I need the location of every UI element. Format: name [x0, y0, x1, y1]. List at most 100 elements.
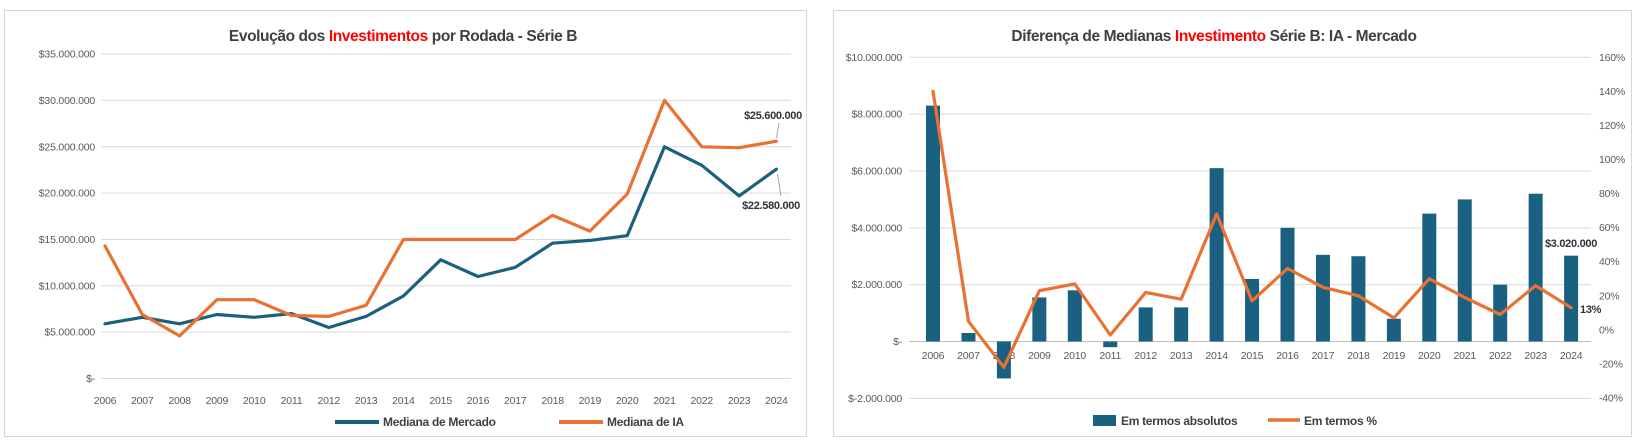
leader-line — [776, 122, 780, 139]
bar-2016 — [1280, 227, 1295, 342]
chart-panel-diferenca-medianas: $-2.000.000 $- $2.000.000 $4.000.000 $6.000.… — [833, 10, 1632, 437]
x-axis-tick-label: 2016 — [1276, 350, 1299, 362]
right-axis-tick-label: 100% — [1599, 154, 1625, 166]
x-axis-tick-label: 2010 — [1064, 350, 1087, 362]
chart-title: Evolução dos Investimentos por Rodada - … — [229, 28, 577, 45]
legend-label-percent: Em termos % — [1304, 414, 1377, 428]
x-axis-tick-label: 2023 — [728, 395, 751, 407]
line-chart-evolucao-investimentos: $- $5.000.000 $10.000.000 $15.000.000 $20.00… — [39, 28, 803, 429]
x-axis-tick-label: 2019 — [579, 395, 602, 407]
x-axis-tick-label: 2013 — [1170, 350, 1193, 362]
x-axis-tick-label: 2012 — [1134, 350, 1157, 362]
x-axis-tick-label: 2024 — [765, 395, 788, 407]
y-axis-tick-label: $35.000.000 — [39, 49, 96, 61]
y-axis-tick-label: $15.000.000 — [39, 234, 96, 246]
bar-2017 — [1315, 254, 1330, 342]
x-axis-tick-label: 2015 — [429, 395, 452, 407]
data-label-ia-2024: $25.600.000 — [744, 110, 802, 122]
right-axis-tick-label: -20% — [1599, 358, 1623, 370]
data-label-mercado-2024: $22.580.000 — [742, 200, 800, 212]
bar-2010 — [1067, 290, 1082, 342]
series-line-mercado — [103, 145, 779, 330]
bar-2019 — [1386, 318, 1401, 342]
legend-label-mercado: Mediana de Mercado — [383, 415, 496, 429]
x-axis-tick-label: 2014 — [392, 395, 415, 407]
x-axis-tick-label: 2013 — [355, 395, 378, 407]
x-axis-tick-label: 2006 — [94, 395, 117, 407]
x-axis-tick-label: 2021 — [1453, 350, 1476, 362]
right-axis-tick-label: 160% — [1599, 52, 1625, 64]
bar-2023 — [1528, 193, 1543, 342]
x-axis-tick-label: 2018 — [1347, 350, 1370, 362]
x-axis-tick-label: 2011 — [281, 395, 303, 407]
bar-2014 — [1209, 168, 1224, 342]
y-axis-tick-label: $- — [86, 373, 96, 385]
right-axis-tick-label: -40% — [1599, 393, 1623, 405]
bar-2007 — [961, 332, 976, 342]
x-axis-tick-label: 2014 — [1205, 350, 1228, 362]
x-axis-tick-label: 2021 — [653, 395, 676, 407]
series-line-ia — [103, 98, 779, 338]
x-axis-tick-label: 2006 — [922, 350, 945, 362]
y-axis-tick-label: $10.000.000 — [39, 280, 96, 292]
combo-chart-diferenca-medianas: $-2.000.000 $- $2.000.000 $4.000.000 $6.000.… — [846, 28, 1625, 428]
y-axis-tick-label: $25.000.000 — [39, 141, 96, 153]
left-axis-tick-label: $10.000.000 — [846, 52, 903, 64]
x-axis-tick-label: 2007 — [957, 350, 980, 362]
right-axis-tick-label: 80% — [1599, 188, 1619, 200]
right-axis-tick-label: 120% — [1599, 120, 1625, 132]
x-axis-tick-label: 2022 — [691, 395, 714, 407]
right-axis-tick-label: 20% — [1599, 290, 1619, 302]
x-axis-tick-label: 2018 — [541, 395, 564, 407]
x-axis-tick-label: 2024 — [1560, 350, 1583, 362]
bar-2021 — [1457, 199, 1472, 342]
left-axis-tick-label: $4.000.000 — [851, 222, 902, 234]
bar-2024 — [1564, 255, 1579, 342]
x-axis-tick-label: 2019 — [1383, 350, 1406, 362]
right-axis-tick-label: 0% — [1599, 324, 1614, 336]
legend-swatch-absolutos — [1093, 415, 1116, 426]
x-axis-tick-label: 2017 — [504, 395, 527, 407]
x-axis-tick-label: 2009 — [206, 395, 229, 407]
right-axis-tick-label: 140% — [1599, 86, 1625, 98]
x-axis-tick-label: 2023 — [1524, 350, 1547, 362]
bar-2006 — [926, 105, 940, 342]
left-axis-tick-label: $6.000.000 — [851, 165, 902, 177]
x-axis-tick-label: 2022 — [1489, 350, 1512, 362]
left-axis-tick-label: $2.000.000 — [851, 279, 902, 291]
bar-2013 — [1174, 307, 1189, 342]
leader-line — [777, 173, 782, 197]
x-axis-tick-label: 2008 — [168, 395, 191, 407]
bar-2011 — [1103, 341, 1118, 348]
left-axis-tick-label: $-2.000.000 — [848, 393, 902, 405]
x-axis-tick-label: 2007 — [131, 395, 154, 407]
x-axis-tick-label: 2012 — [318, 395, 341, 407]
data-label-line-2024: 13% — [1580, 304, 1602, 316]
bar-2009 — [1032, 297, 1047, 342]
chart-title: Diferença de Medianas Investimento Série… — [1011, 28, 1416, 45]
x-axis-tick-label: 2010 — [243, 395, 266, 407]
left-axis-tick-label: $8.000.000 — [851, 109, 902, 121]
x-axis-tick-label: 2009 — [1028, 350, 1051, 362]
legend-label-absolutos: Em termos absolutos — [1121, 414, 1238, 428]
x-axis-tick-label: 2020 — [616, 395, 639, 407]
data-label-bar-2024: $3.020.000 — [1545, 238, 1597, 250]
y-axis-tick-label: $30.000.000 — [39, 95, 96, 107]
x-axis-tick-label: 2016 — [467, 395, 490, 407]
percent-line — [931, 89, 1573, 369]
y-axis-tick-label: $20.000.000 — [39, 188, 96, 200]
bar-2012 — [1138, 307, 1153, 342]
bar-2008 — [996, 341, 1011, 379]
x-axis-tick-label: 2020 — [1418, 350, 1441, 362]
x-axis-tick-label: 2015 — [1241, 350, 1264, 362]
bar-2018 — [1351, 256, 1366, 342]
right-axis-tick-label: 40% — [1599, 256, 1619, 268]
x-axis-tick-label: 2017 — [1312, 350, 1335, 362]
right-axis-tick-label: 60% — [1599, 222, 1619, 234]
legend-label-ia: Mediana de IA — [607, 415, 684, 429]
left-axis-tick-label: $- — [893, 336, 903, 348]
chart-panel-evolucao-investimentos: $- $5.000.000 $10.000.000 $15.000.000 $20.00… — [4, 10, 807, 437]
y-axis-tick-label: $5.000.000 — [44, 327, 95, 339]
x-axis-tick-label: 2011 — [1099, 350, 1121, 362]
